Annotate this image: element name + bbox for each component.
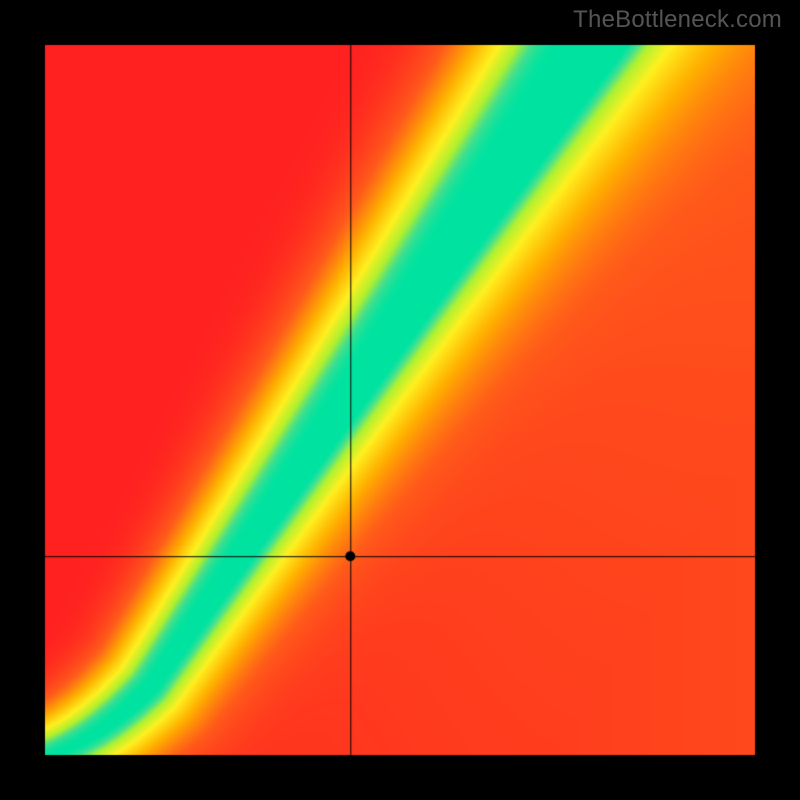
watermark-text: TheBottleneck.com <box>573 6 782 34</box>
chart-container: TheBottleneck.com <box>0 0 800 800</box>
bottleneck-heatmap <box>0 0 800 800</box>
